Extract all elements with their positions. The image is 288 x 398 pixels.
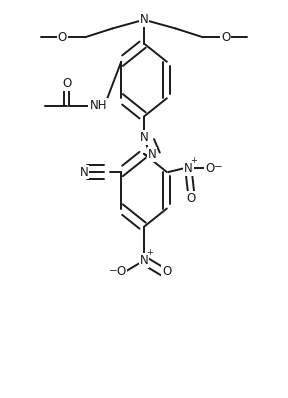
Text: O: O: [116, 265, 126, 278]
Text: O: O: [205, 162, 215, 175]
Text: N: N: [140, 13, 148, 26]
Text: O: O: [162, 265, 172, 278]
Text: N: N: [140, 254, 148, 267]
Text: O: O: [62, 78, 71, 90]
Text: O: O: [187, 192, 196, 205]
Text: N: N: [184, 162, 193, 175]
Text: −: −: [109, 266, 118, 276]
Text: NH: NH: [89, 99, 107, 112]
Text: +: +: [146, 248, 153, 257]
Text: −: −: [213, 162, 222, 172]
Text: O: O: [58, 31, 67, 44]
Text: O: O: [221, 31, 230, 44]
Text: N: N: [79, 166, 88, 179]
Text: +: +: [190, 156, 197, 165]
Text: N: N: [148, 148, 156, 161]
Text: N: N: [140, 131, 148, 144]
